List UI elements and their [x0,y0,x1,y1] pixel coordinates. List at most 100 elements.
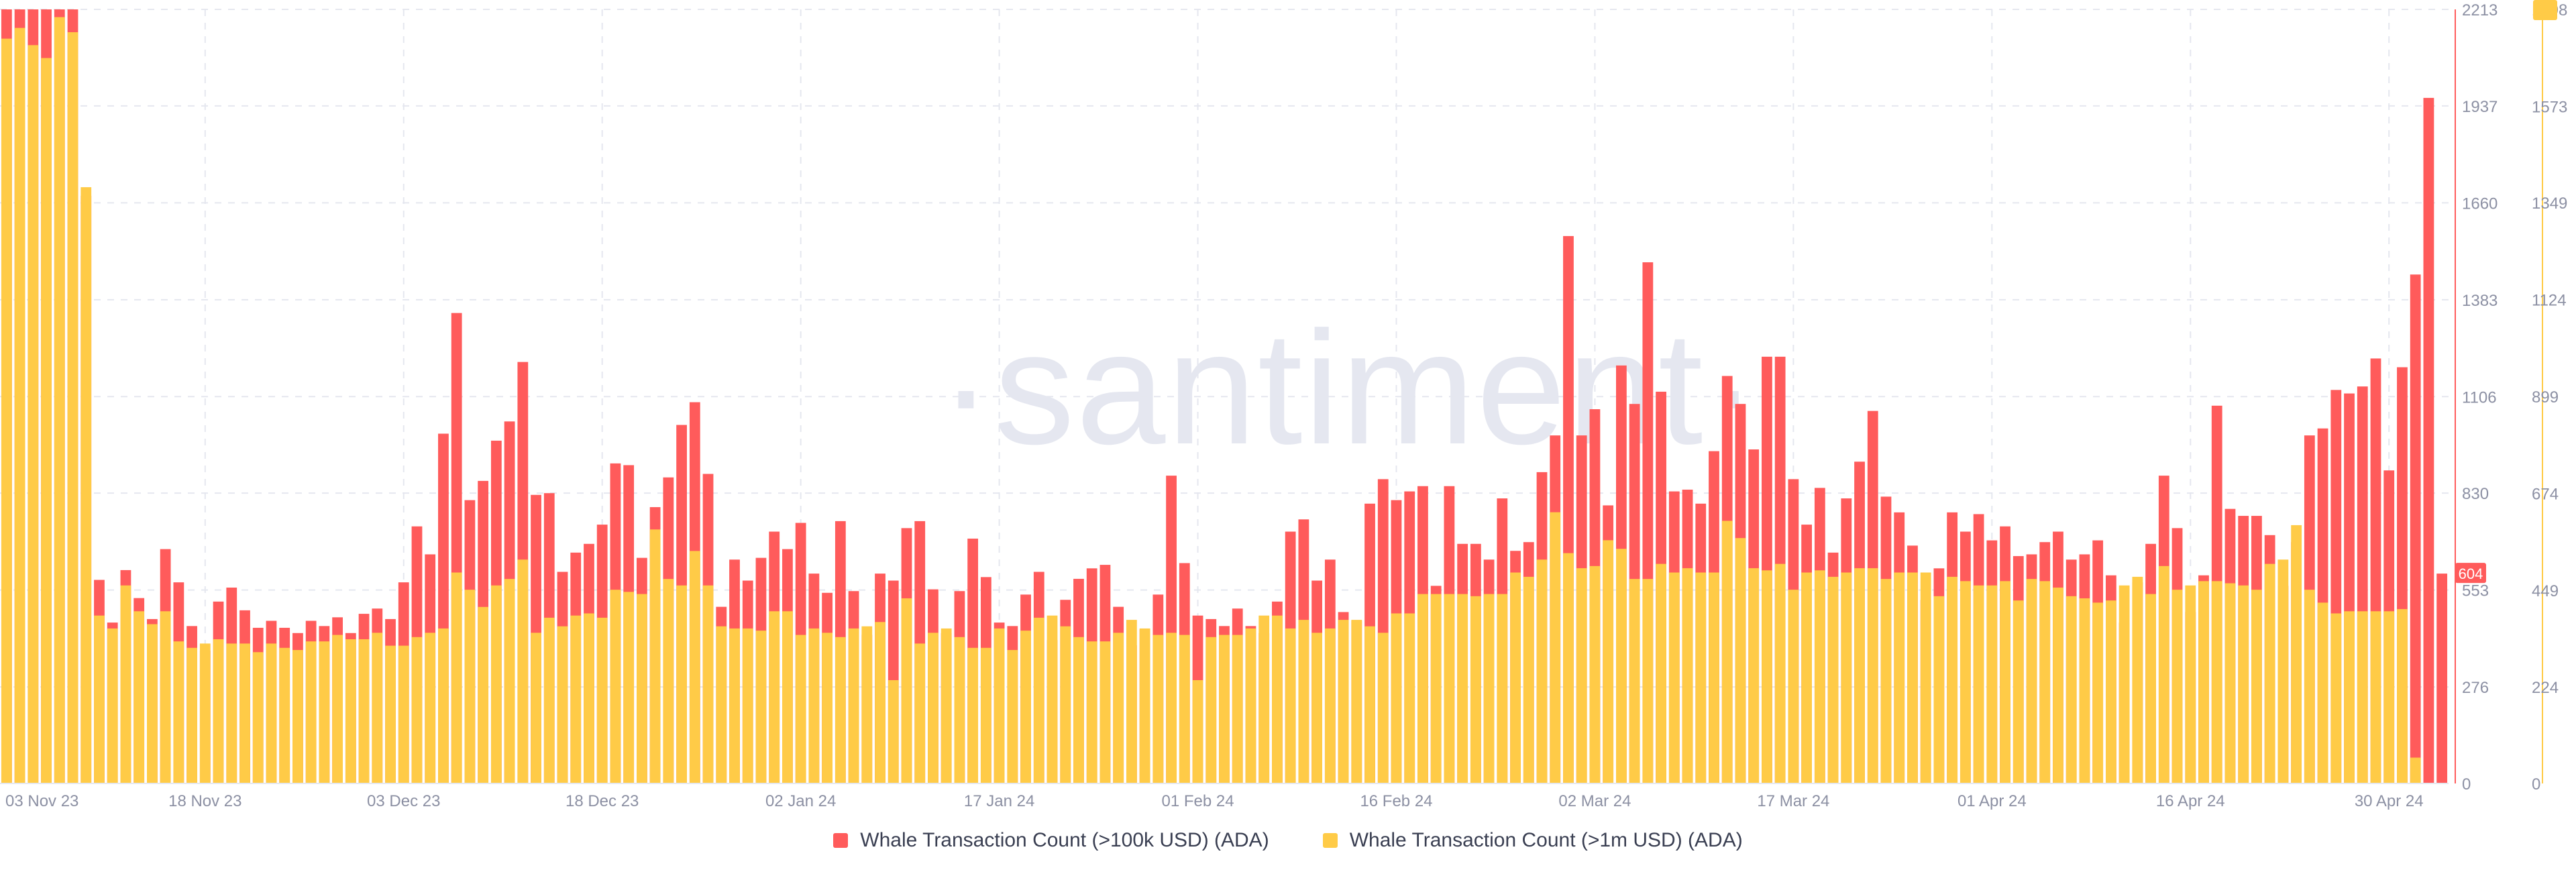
bar-1m [1537,559,1548,783]
bar-1m [504,579,515,783]
bar-1m [438,629,449,783]
legend-item-1m[interactable]: Whale Transaction Count (>1m USD) (ADA) [1323,829,1743,852]
bar-1m [147,624,158,783]
x-axis-tick-label: 18 Nov 23 [168,792,241,810]
bar-1m [1563,553,1574,783]
left-axis-tick-label: 553 [2462,582,2489,600]
x-axis-tick-label: 02 Jan 24 [765,792,836,810]
right-axis-tick-label: 1573 [2532,98,2567,116]
bar-1m [1894,573,1904,783]
bar-1m [941,629,952,783]
bar-1m [1444,594,1455,783]
x-axis-tick-label: 03 Nov 23 [5,792,78,810]
bar-1m [398,646,409,783]
bar-1m [570,616,581,783]
bar-1m [1417,594,1428,783]
bar-1m [597,618,608,783]
legend: Whale Transaction Count (>100k USD) (ADA… [0,829,2576,852]
bar-1m [1431,594,1442,783]
bar-1m [2092,602,2103,783]
bar-1m [319,641,329,783]
bar-1m [1073,637,1084,783]
bar-1m [650,529,661,783]
bar-1m [1974,586,1984,783]
bar-1m [2397,609,2408,783]
bar-1m [173,641,184,783]
bar-1m [1484,594,1495,783]
bar-1m [1179,635,1190,783]
bar-1m [1986,586,1997,783]
bar-1m [1934,596,1945,783]
bar-1m [703,586,714,783]
bar-1m [1272,616,1283,783]
bar-1m [637,594,647,783]
bar-1m [1338,620,1349,783]
bar-1m [623,592,634,783]
bar-1m [1140,629,1150,783]
bar-1m [1258,616,1269,783]
bar-1m [345,639,356,783]
left-axis-tick-label: 276 [2462,679,2489,697]
bar-1m [2053,588,2063,783]
bar-1m [1722,521,1733,783]
right-axis-tick-label: 224 [2532,679,2559,697]
bar-1m [372,633,382,783]
bar-1m [517,559,528,783]
bar-1m [1232,635,1243,783]
bar-1m [2330,613,2341,783]
bar-1m [2145,594,2156,783]
bar-1m [1152,635,1163,783]
bar-1m [279,648,290,783]
bar-1m [1656,564,1666,783]
bar-1m [133,611,144,783]
bar-1m [531,633,541,783]
legend-label-100k: Whale Transaction Count (>100k USD) (ADA… [860,829,1269,852]
bar-1m [412,637,423,783]
bar-1m [2106,600,2116,783]
bar-1m [306,641,317,783]
bar-1m [478,607,488,783]
bar-1m [2265,564,2275,783]
bar-1m [928,633,938,783]
bar-1m [2225,584,2236,783]
bar-1m [1788,590,1799,783]
bar-1m [1020,631,1031,783]
bar-1m [544,618,555,783]
bar-1m [849,629,859,783]
left-axis-tick-label: 1106 [2462,388,2497,406]
bar-1m [2198,581,2209,783]
bar-1m [1960,581,1971,783]
x-axis-tick-label: 30 Apr 24 [2355,792,2424,810]
x-axis-tick-label: 03 Dec 23 [367,792,440,810]
bar-1m [1285,629,1296,783]
bar-1m [2410,757,2421,783]
right-axis-tick-label: 1124 [2532,292,2567,310]
legend-item-100k[interactable]: Whale Transaction Count (>100k USD) (ADA… [833,829,1269,852]
bar-1m [1576,568,1587,783]
bar-1m [808,629,819,783]
bar-1m [835,637,846,783]
bar-1m [967,648,978,783]
bar-1m [1682,568,1693,783]
bar-1m [994,629,1005,783]
bar-1m [716,626,727,783]
bar-1m [690,551,700,783]
bar-1m [15,28,25,783]
bar-1m [2119,586,2130,783]
bar-1m [226,643,237,783]
left-axis-tick-label: 2213 [2462,1,2498,19]
left-axis-tick-label: 1383 [2462,292,2498,310]
bar-1m [1047,616,1058,783]
bar-1m [1550,512,1560,783]
bar-1m [955,637,965,783]
bar-1m [1616,549,1627,783]
right-axis-tick-label: 449 [2532,582,2559,600]
legend-swatch-100k [833,833,848,848]
bar-1m [1457,594,1468,783]
bar-1m [1193,680,1203,783]
bar-1m [676,586,687,783]
bar-1m [1603,540,1613,783]
bar-1m [1351,620,1362,783]
bar-1m [1219,635,1230,783]
bar-1m [1166,633,1177,783]
